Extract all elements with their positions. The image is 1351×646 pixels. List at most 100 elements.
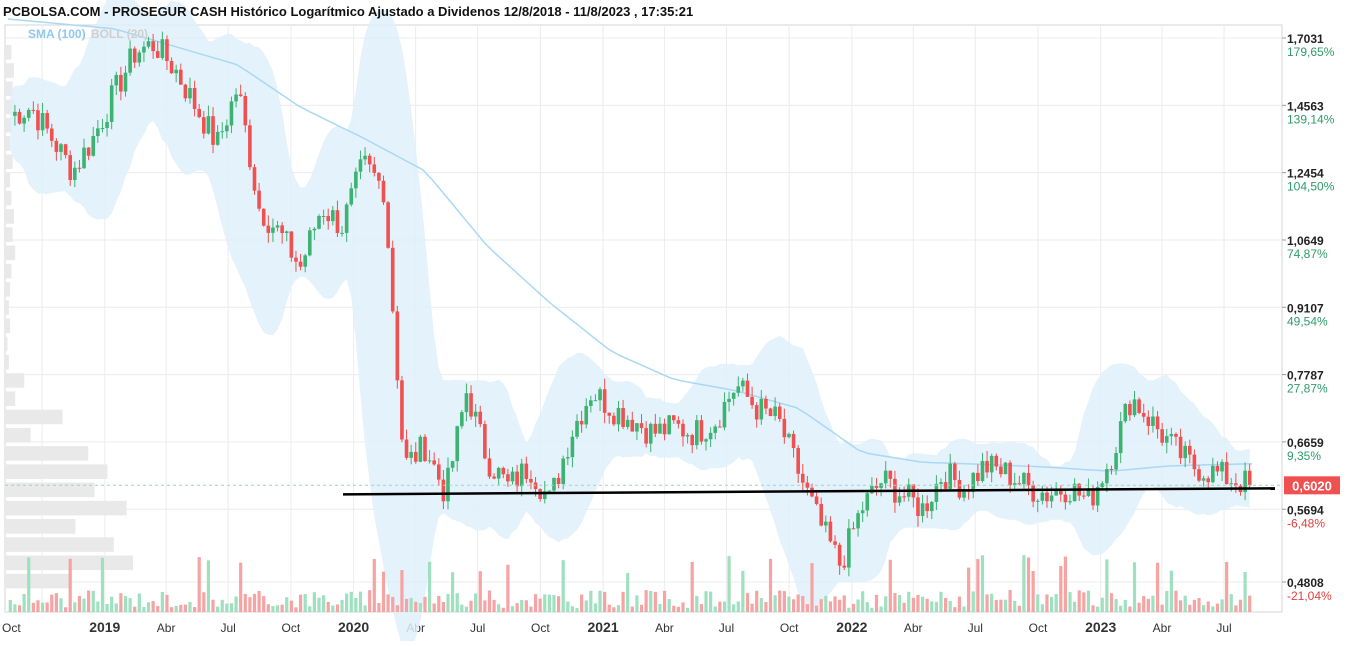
volume-bar: [732, 604, 736, 612]
candle: [648, 422, 653, 453]
volume-bar: [294, 607, 298, 612]
legend-sma[interactable]: SMA (100): [28, 27, 86, 41]
volume-bar: [1178, 600, 1183, 612]
volume-bar: [239, 562, 243, 612]
volume-bar: [414, 601, 418, 612]
last-price-label: 0,6020: [1292, 478, 1332, 493]
candle: [764, 395, 768, 415]
candle: [658, 417, 662, 434]
volume-bar: [612, 607, 616, 612]
candle: [953, 461, 957, 488]
x-tick-label: Oct: [282, 621, 301, 635]
candle: [985, 450, 989, 478]
candle: [321, 209, 326, 225]
candle-body: [1058, 490, 1063, 495]
volume-profile-bar: [5, 318, 11, 334]
candle-body: [1017, 483, 1022, 485]
candle-body: [519, 463, 524, 487]
candle-body: [653, 423, 658, 434]
volume-bar: [718, 601, 722, 612]
volume-bar: [423, 596, 427, 612]
volume-bar: [1091, 605, 1095, 612]
candle: [1211, 457, 1215, 484]
volume-bar: [257, 590, 261, 612]
candle: [851, 521, 856, 530]
candle: [800, 463, 805, 493]
volume-bar: [787, 596, 791, 612]
volume-bar: [460, 604, 464, 612]
candle-body: [501, 467, 506, 475]
candle: [427, 450, 432, 464]
candle: [160, 31, 165, 60]
candle: [602, 378, 607, 424]
candle-body: [616, 407, 621, 425]
candle-body: [275, 225, 280, 228]
volume-bar: [451, 572, 455, 612]
candle-body: [556, 477, 561, 485]
candle-body: [432, 460, 436, 465]
y-tick-value: 0,5694: [1287, 503, 1324, 517]
candle: [59, 142, 63, 161]
candle-body: [202, 117, 206, 134]
volume-profile-bar: [5, 63, 14, 78]
volume-bar: [847, 607, 851, 612]
volume-bar: [635, 595, 639, 612]
candle-body: [824, 521, 828, 526]
candle: [68, 150, 72, 186]
legend-boll[interactable]: BOLL (20): [90, 27, 149, 41]
volume-bar: [957, 596, 962, 612]
volume-bar: [1146, 598, 1150, 612]
volume-profile-bar: [5, 391, 16, 407]
candle: [741, 377, 745, 392]
volume-bar: [1045, 594, 1049, 612]
volume-bar: [487, 590, 492, 612]
volume-profile-bar: [5, 263, 12, 279]
volume-bar: [699, 604, 704, 612]
volume-bar: [1073, 601, 1077, 612]
candle: [317, 214, 321, 230]
candle: [1224, 452, 1229, 485]
volume-bar: [54, 593, 58, 612]
volume-bar: [884, 596, 888, 612]
volume-bar: [833, 596, 837, 612]
candle-body: [492, 476, 496, 479]
volume-bar: [861, 591, 865, 612]
candle-body: [1164, 436, 1169, 443]
candle: [561, 455, 565, 490]
candle-body: [736, 386, 741, 393]
candle: [722, 392, 727, 431]
candle: [980, 452, 985, 483]
candle-body: [648, 423, 653, 444]
candle-body: [851, 528, 856, 530]
volume-bar: [552, 595, 556, 612]
volume-bar: [404, 598, 409, 612]
candle-body: [934, 483, 939, 502]
sma-100-line: [7, 18, 1253, 472]
candle-body: [441, 479, 446, 502]
volume-profile-bar: [5, 190, 12, 206]
candle-body: [847, 528, 851, 568]
candle-body: [105, 121, 109, 128]
volume-bar: [685, 607, 690, 612]
candle-body: [814, 496, 819, 504]
volume-bar: [1109, 593, 1114, 612]
candle: [796, 444, 800, 483]
candle: [736, 376, 741, 397]
candle-body: [860, 510, 865, 514]
candle-body: [575, 420, 579, 437]
volume-bar: [114, 603, 118, 612]
candle: [473, 403, 478, 428]
volume-bar: [308, 606, 312, 612]
candle: [155, 41, 160, 59]
candle-body: [644, 428, 648, 444]
volume-bar: [681, 602, 685, 612]
candle: [363, 147, 367, 166]
volume-bar: [262, 596, 266, 612]
candle-body: [671, 415, 676, 421]
volume-profile-bar: [5, 99, 16, 115]
candle: [888, 470, 893, 488]
candle: [413, 442, 418, 464]
volume-profile-bar: [5, 245, 16, 261]
